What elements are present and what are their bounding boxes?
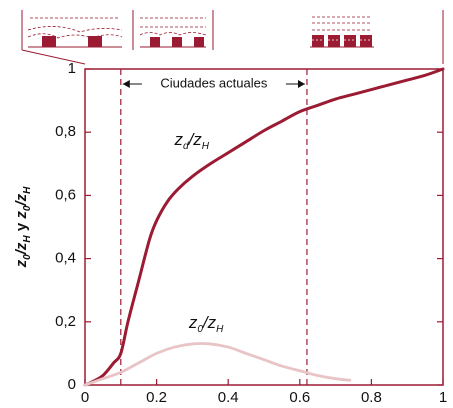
y-tick-label: 0,4 (55, 250, 76, 267)
series-label-zd: zd/zH (174, 130, 210, 152)
x-axis: 0 0.2 0.4 0.6 0.8 1 (81, 379, 447, 406)
annotation-label: Ciudades actuales (160, 75, 267, 90)
x-tick-label: 0.2 (146, 389, 167, 406)
series-line-1 (83, 342, 352, 387)
y-axis: 0 0,2 0,4 0,6 0,8 1 (55, 60, 443, 393)
dense-buildings-icon (310, 16, 374, 48)
x-tick-label: 0.6 (289, 389, 310, 406)
y-tick-label: 0,8 (55, 123, 76, 140)
series-label-z0: z0/zH (188, 313, 224, 335)
plot-frame (84, 68, 444, 386)
x-tick-label: 0.4 (218, 389, 239, 406)
y-tick-label: 0,2 (55, 313, 76, 330)
series-group (83, 67, 445, 387)
buildings-panel (21, 10, 444, 65)
x-tick-label: 0.8 (361, 389, 382, 406)
arrowhead-left (122, 80, 130, 88)
x-tick-label: 0 (81, 389, 89, 406)
arrowhead-right (297, 80, 305, 88)
range-guides (120, 69, 308, 385)
y-tick-label: 0,6 (55, 186, 76, 203)
series-line-0 (83, 67, 445, 387)
y-tick-label: 1 (68, 60, 76, 77)
y-axis-title: z0/zH y z0/zH (13, 186, 33, 268)
y-tick-label: 0 (68, 376, 76, 393)
x-tick-label: 1 (439, 389, 447, 406)
sparse-buildings-icon (27, 17, 123, 48)
medium-buildings-icon (139, 17, 207, 48)
